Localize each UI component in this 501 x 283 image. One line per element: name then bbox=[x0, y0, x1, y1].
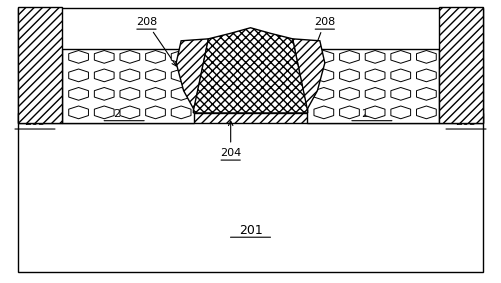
Polygon shape bbox=[120, 106, 140, 119]
Bar bbox=[308, 49, 439, 123]
Polygon shape bbox=[146, 50, 165, 63]
Text: 203: 203 bbox=[455, 117, 476, 127]
Polygon shape bbox=[365, 87, 385, 100]
Polygon shape bbox=[365, 69, 385, 82]
Text: 205: 205 bbox=[240, 76, 261, 85]
Polygon shape bbox=[416, 87, 436, 100]
Polygon shape bbox=[391, 50, 411, 63]
Polygon shape bbox=[94, 50, 114, 63]
Polygon shape bbox=[94, 87, 114, 100]
Polygon shape bbox=[365, 106, 385, 119]
Polygon shape bbox=[94, 69, 114, 82]
Polygon shape bbox=[340, 69, 359, 82]
Polygon shape bbox=[340, 50, 359, 63]
Bar bbox=[18, 113, 483, 123]
Text: 204: 204 bbox=[220, 121, 241, 158]
Text: 201: 201 bbox=[238, 224, 263, 237]
Polygon shape bbox=[293, 39, 325, 113]
Polygon shape bbox=[146, 106, 165, 119]
Polygon shape bbox=[391, 69, 411, 82]
Polygon shape bbox=[120, 50, 140, 63]
Polygon shape bbox=[365, 50, 385, 63]
Polygon shape bbox=[193, 28, 308, 113]
Bar bbox=[18, 7, 62, 123]
Polygon shape bbox=[176, 39, 208, 113]
Polygon shape bbox=[416, 50, 436, 63]
Polygon shape bbox=[69, 50, 89, 63]
Polygon shape bbox=[69, 69, 89, 82]
Polygon shape bbox=[120, 87, 140, 100]
Text: 206: 206 bbox=[114, 109, 135, 119]
Polygon shape bbox=[340, 87, 359, 100]
Polygon shape bbox=[120, 69, 140, 82]
Polygon shape bbox=[94, 106, 114, 119]
Polygon shape bbox=[314, 87, 334, 100]
Text: 208: 208 bbox=[311, 17, 336, 57]
Polygon shape bbox=[146, 69, 165, 82]
Polygon shape bbox=[314, 50, 334, 63]
Bar bbox=[439, 7, 483, 123]
Polygon shape bbox=[314, 69, 334, 82]
Polygon shape bbox=[146, 87, 165, 100]
Text: 207: 207 bbox=[361, 109, 382, 119]
Text: 203: 203 bbox=[25, 117, 46, 127]
Polygon shape bbox=[171, 87, 191, 100]
Polygon shape bbox=[340, 106, 359, 119]
Polygon shape bbox=[69, 106, 89, 119]
Polygon shape bbox=[69, 87, 89, 100]
Polygon shape bbox=[314, 106, 334, 119]
Polygon shape bbox=[171, 106, 191, 119]
Text: 208: 208 bbox=[136, 17, 176, 66]
Polygon shape bbox=[171, 50, 191, 63]
Polygon shape bbox=[391, 87, 411, 100]
Polygon shape bbox=[391, 106, 411, 119]
Bar bbox=[62, 49, 193, 123]
Polygon shape bbox=[416, 69, 436, 82]
Polygon shape bbox=[171, 69, 191, 82]
Polygon shape bbox=[416, 106, 436, 119]
